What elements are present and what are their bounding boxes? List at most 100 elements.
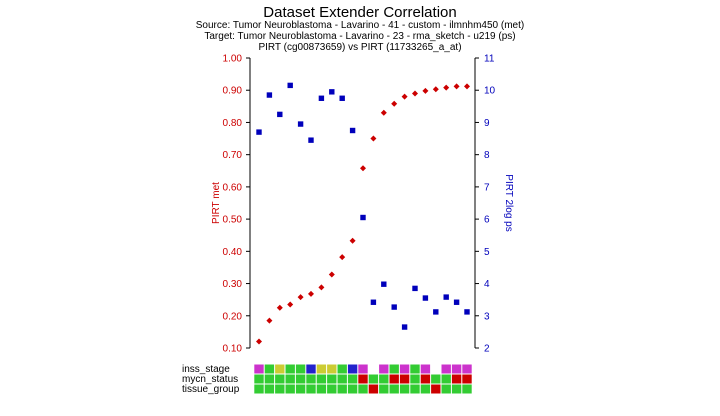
met-point: [266, 317, 273, 324]
met-point: [391, 100, 398, 107]
target-line: Target: Tumor Neuroblastoma - Lavarino -…: [204, 31, 516, 42]
ps-point: [349, 127, 356, 134]
track-cell: [410, 364, 420, 374]
met-point: [380, 109, 387, 116]
met-point: [256, 338, 262, 345]
met-point: [422, 87, 429, 94]
chart-subtitle: PIRT (cg00873659) vs PIRT (11733265_a_at…: [258, 42, 462, 53]
met-point: [464, 83, 470, 90]
left-tick-label: 0.10: [223, 344, 243, 355]
track-cell: [389, 384, 399, 394]
track-cell: [264, 374, 275, 384]
ps-point: [381, 281, 387, 287]
track-cell: [379, 374, 389, 384]
track-cell: [358, 374, 368, 384]
track-cell: [441, 374, 451, 384]
right-tick-label: 11: [484, 54, 495, 65]
track-cell: [389, 374, 399, 384]
ps-point: [464, 309, 470, 315]
track-cell: [347, 374, 358, 384]
track-cell: [316, 384, 327, 394]
ps-point: [256, 129, 262, 135]
track-cell: [358, 384, 368, 394]
ps-point: [266, 92, 273, 98]
track-cell: [285, 384, 295, 394]
right-tick-label: 3: [484, 311, 490, 322]
met-point: [349, 237, 356, 244]
left-tick-label: 0.30: [223, 279, 243, 290]
left-tick-label: 0.20: [223, 311, 243, 322]
met-point: [412, 90, 418, 97]
track-label: inss_stage: [182, 364, 230, 375]
track-cell: [264, 384, 275, 394]
track-cell: [441, 384, 451, 394]
track-cell: [337, 364, 347, 374]
track-cell: [389, 364, 399, 374]
track-cell: [285, 364, 295, 374]
track-cell: [358, 364, 368, 374]
track-cell: [431, 374, 441, 384]
met-point: [339, 254, 346, 261]
track-cell: [451, 384, 462, 394]
left-axis-title: PIRT met: [211, 182, 222, 224]
ps-point: [339, 95, 345, 101]
track-cell: [254, 384, 264, 394]
ps-point: [401, 324, 408, 330]
track-label: tissue_group: [182, 384, 240, 395]
ps-point: [422, 295, 429, 301]
track-cell: [337, 384, 347, 394]
track-cell: [451, 364, 462, 374]
ps-point: [391, 304, 397, 310]
met-point: [453, 83, 460, 90]
left-tick-label: 1.00: [223, 54, 243, 65]
track-cell: [399, 364, 410, 374]
met-point: [443, 84, 450, 91]
track-cell: [275, 384, 285, 394]
right-tick-label: 2: [484, 344, 490, 355]
ps-point: [329, 89, 335, 95]
track-cell: [254, 364, 264, 374]
met-point: [401, 93, 408, 100]
met-point: [432, 86, 439, 93]
met-point: [276, 304, 283, 311]
track-cell: [462, 374, 472, 384]
left-tick-label: 0.50: [223, 215, 243, 226]
met-point: [287, 301, 294, 308]
track-cell: [441, 364, 451, 374]
track-cell: [368, 374, 379, 384]
track-cell: [327, 384, 337, 394]
track-cell: [451, 374, 462, 384]
track-cell: [379, 364, 389, 374]
ps-point: [308, 137, 314, 143]
ps-point: [370, 299, 377, 305]
left-tick-label: 0.90: [223, 86, 243, 97]
right-tick-label: 6: [484, 215, 490, 226]
track-cell: [306, 374, 316, 384]
track-cell: [379, 384, 389, 394]
right-axis-title: PIRT 2log ps: [503, 174, 514, 231]
track-cell: [410, 384, 420, 394]
source-line: Source: Tumor Neuroblastoma - Lavarino -…: [195, 20, 525, 31]
track-cell: [295, 364, 306, 374]
left-tick-label: 0.80: [223, 118, 243, 129]
axes: 0.10 0.20 0.30 0.40 0.50 0.60 0.70 0.80 0.90 1.00…: [211, 54, 514, 355]
ps-point: [360, 214, 366, 221]
right-tick-label: 5: [484, 247, 490, 258]
right-tick-label: 10: [484, 86, 496, 97]
track-cell: [399, 374, 410, 384]
met-point: [297, 294, 304, 301]
met-point: [360, 165, 366, 172]
track-cell: [462, 364, 472, 374]
track-cell: [254, 374, 264, 384]
ps-point: [297, 121, 304, 127]
ps-point: [287, 82, 293, 89]
data-marks: [256, 82, 470, 345]
met-point: [370, 135, 377, 142]
left-tick-label: 0.70: [223, 150, 243, 161]
left-tick-label: 0.40: [223, 247, 243, 258]
track-cell: [420, 384, 431, 394]
met-point: [308, 290, 314, 297]
track-cell: [316, 374, 327, 384]
track-cell: [275, 374, 285, 384]
